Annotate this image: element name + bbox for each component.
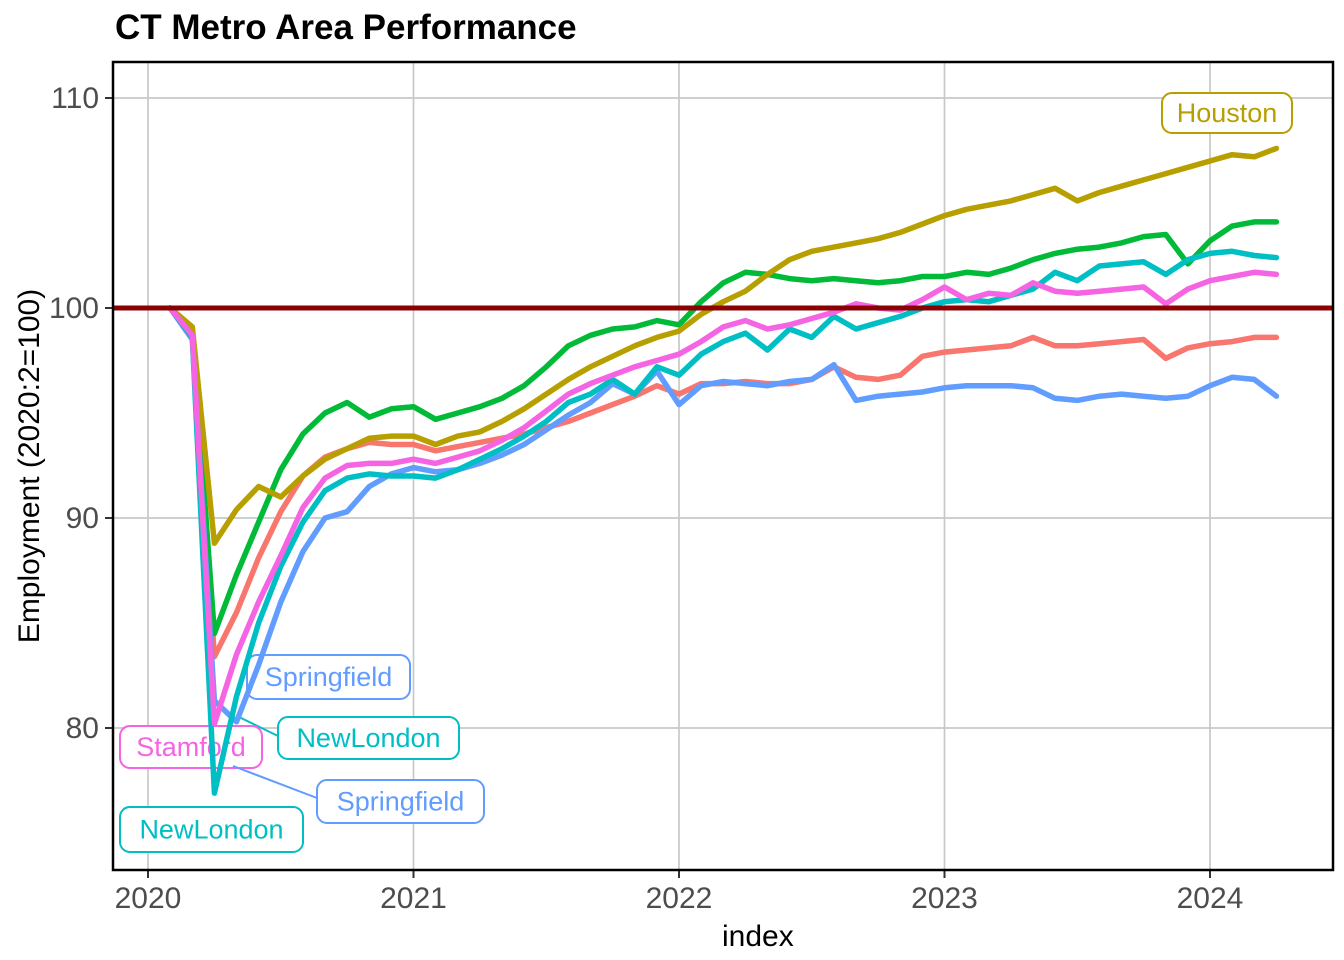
label-box-houston — [1161, 92, 1293, 134]
label-box-newlondon — [277, 716, 460, 760]
label-box-springfield — [246, 654, 411, 700]
x-tick-label-2020: 2020 — [115, 882, 182, 915]
series-line-unlabeled-1 — [167, 219, 1280, 637]
direct-label-springfield-4: Springfield — [232, 765, 485, 824]
direct-label-houston-0: Houston — [1161, 92, 1293, 134]
y-tick-label-80: 80 — [66, 712, 99, 745]
x-tick-label-2024: 2024 — [1177, 882, 1244, 915]
direct-label-newlondon-2: NewLondon — [238, 716, 460, 760]
label-box-springfield — [316, 779, 485, 824]
label-text-springfield: Springfield — [337, 787, 465, 817]
label-text-springfield: Springfield — [265, 662, 393, 692]
direct-label-stamford-3: Stamford — [119, 725, 263, 769]
x-tick-label-2023: 2023 — [911, 882, 978, 915]
label-text-newlondon: NewLondon — [296, 723, 440, 753]
label-text-houston: Houston — [1177, 98, 1278, 128]
y-tick-label-110: 110 — [51, 82, 99, 115]
x-axis-title: index — [722, 920, 794, 953]
y-tick-label-90: 90 — [66, 502, 99, 535]
panel-border — [111, 60, 1335, 872]
y-axis-title: Employment (2020:2=100) — [13, 288, 46, 644]
label-box-newlondon — [119, 806, 304, 853]
x-tick-label-2022: 2022 — [646, 882, 713, 915]
series-line-stamford — [167, 269, 1280, 727]
chart-title: CT Metro Area Performance — [115, 8, 577, 47]
leader-line-springfield — [232, 765, 318, 799]
series-line-houston — [167, 145, 1280, 546]
direct-label-springfield-1: Springfield — [246, 654, 411, 700]
label-text-newlondon: NewLondon — [139, 815, 283, 845]
direct-label-newlondon-5: NewLondon — [119, 806, 304, 853]
series-line-newlondon — [167, 248, 1280, 796]
leader-line-newlondon — [238, 716, 279, 737]
y-tick-label-100: 100 — [49, 292, 99, 325]
x-tick-label-2021: 2021 — [380, 882, 447, 915]
series-line-springfield — [167, 305, 1280, 725]
